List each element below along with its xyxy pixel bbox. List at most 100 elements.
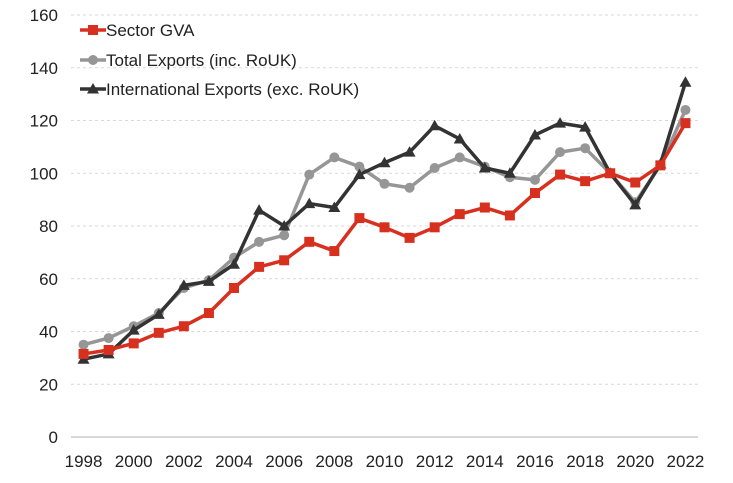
data-point: [579, 121, 592, 132]
x-tick-label: 2000: [115, 452, 153, 471]
data-point: [78, 339, 89, 350]
data-point: [679, 76, 692, 87]
data-point: [629, 198, 642, 210]
legend-label-international-exports: International Exports (exc. RoUK): [106, 80, 359, 99]
gridlines: [71, 14, 698, 385]
data-point: [680, 104, 691, 115]
data-point: [378, 156, 391, 168]
y-tick-label: 60: [39, 270, 58, 289]
x-tick-label: 2010: [366, 452, 404, 471]
data-point: [630, 177, 641, 188]
data-point: [304, 236, 315, 247]
y-tick-label: 80: [39, 217, 58, 236]
x-tick-label: 2002: [165, 452, 203, 471]
data-point: [127, 324, 140, 335]
data-point: [478, 161, 491, 173]
data-point: [479, 202, 490, 213]
data-point: [555, 147, 566, 158]
y-tick-label: 140: [30, 59, 58, 78]
x-tick-label: 2016: [516, 452, 554, 471]
data-point: [655, 160, 666, 171]
series-layer: [77, 76, 692, 364]
data-point: [503, 167, 516, 178]
y-axis-ticks: 0 20 40 60 80 100 120 140 160: [30, 6, 58, 447]
data-point: [379, 222, 390, 233]
y-tick-label: 100: [30, 164, 58, 183]
data-point: [605, 168, 616, 179]
data-point: [580, 143, 591, 154]
data-point: [354, 161, 365, 172]
y-tick-label: 20: [39, 375, 58, 394]
data-point: [379, 178, 390, 189]
data-point: [177, 279, 190, 290]
data-point: [103, 333, 114, 344]
legend-item-sector-gva: Sector GVA: [80, 21, 195, 40]
data-point: [279, 230, 290, 241]
data-point: [429, 222, 440, 233]
y-tick-label: 40: [39, 323, 58, 342]
legend-marker: [88, 25, 98, 35]
data-point: [329, 152, 340, 163]
data-point: [554, 117, 567, 128]
data-point: [278, 220, 291, 231]
x-tick-label: 2012: [416, 452, 454, 471]
data-point: [228, 258, 241, 269]
data-point: [329, 246, 340, 257]
data-point: [153, 327, 164, 338]
data-point: [203, 308, 214, 319]
data-point: [529, 188, 540, 199]
data-point: [428, 119, 441, 131]
data-point: [680, 118, 691, 129]
x-axis-ticks: 1998 2000 2002 2004 2006 2008 2010 2012 2014 2016…: [65, 452, 705, 471]
data-point: [253, 204, 266, 215]
data-point: [504, 210, 515, 221]
y-tick-label: 160: [30, 6, 58, 25]
legend-item-total-exports: Total Exports (inc. RoUK): [80, 51, 297, 70]
data-point: [429, 162, 440, 173]
data-point: [254, 261, 265, 272]
data-point: [78, 348, 89, 359]
legend-marker: [87, 83, 99, 94]
data-point: [353, 168, 366, 180]
legend-label-total-exports: Total Exports (inc. RoUK): [106, 51, 297, 70]
data-point: [403, 146, 416, 157]
data-point: [128, 338, 139, 349]
data-point: [178, 321, 189, 332]
data-point: [304, 169, 315, 180]
legend-marker: [88, 55, 98, 65]
x-tick-label: 2006: [265, 452, 303, 471]
series-sector-gva: [78, 118, 691, 359]
data-point: [328, 201, 341, 213]
data-point: [454, 209, 465, 220]
data-point: [529, 174, 540, 185]
data-point: [404, 182, 415, 193]
data-point: [354, 213, 365, 224]
data-point: [555, 169, 566, 180]
x-tick-label: 1998: [65, 452, 103, 471]
y-tick-label: 0: [49, 428, 58, 447]
data-point: [404, 232, 415, 243]
data-point: [202, 275, 215, 286]
x-tick-label: 2020: [616, 452, 654, 471]
data-point: [152, 308, 165, 319]
legend-item-international-exports: International Exports (exc. RoUK): [80, 80, 359, 99]
data-point: [229, 282, 240, 293]
x-tick-label: 2004: [215, 452, 253, 471]
data-point: [580, 176, 591, 187]
data-point: [303, 197, 316, 209]
data-point: [103, 344, 114, 355]
data-point: [279, 255, 290, 266]
x-tick-label: 2014: [466, 452, 504, 471]
x-tick-label: 2018: [566, 452, 604, 471]
y-tick-label: 120: [30, 112, 58, 131]
data-point: [453, 132, 466, 144]
x-tick-label: 2008: [315, 452, 353, 471]
series-line: [83, 81, 688, 361]
x-tick-label: 2022: [667, 452, 705, 471]
legend-label-sector-gva: Sector GVA: [106, 21, 195, 40]
data-point: [528, 129, 541, 140]
data-point: [454, 152, 465, 163]
data-point: [254, 236, 265, 247]
legend: Sector GVA Total Exports (inc. RoUK) Int…: [80, 21, 359, 99]
